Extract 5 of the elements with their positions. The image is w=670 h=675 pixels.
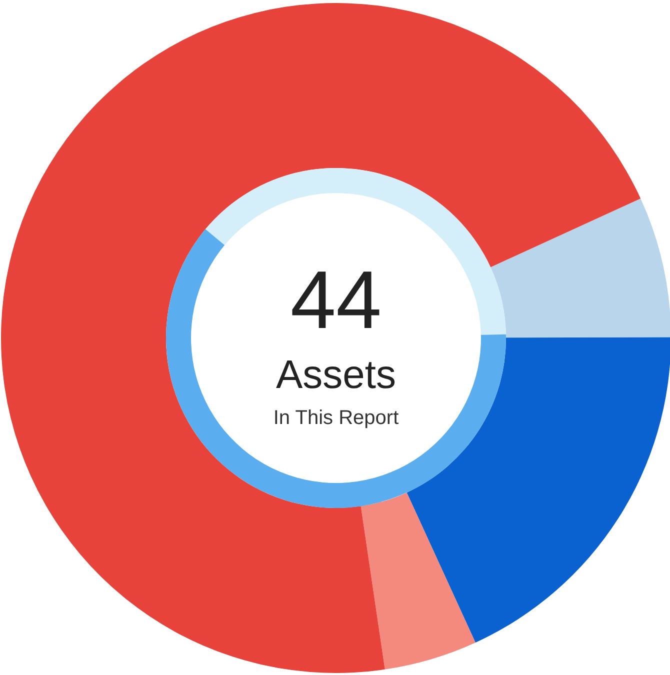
text: In This Report xyxy=(273,407,400,429)
donut-slice xyxy=(205,168,506,335)
donut-slice xyxy=(166,229,506,508)
text: Assets xyxy=(276,353,396,397)
text: 44 xyxy=(290,255,382,346)
